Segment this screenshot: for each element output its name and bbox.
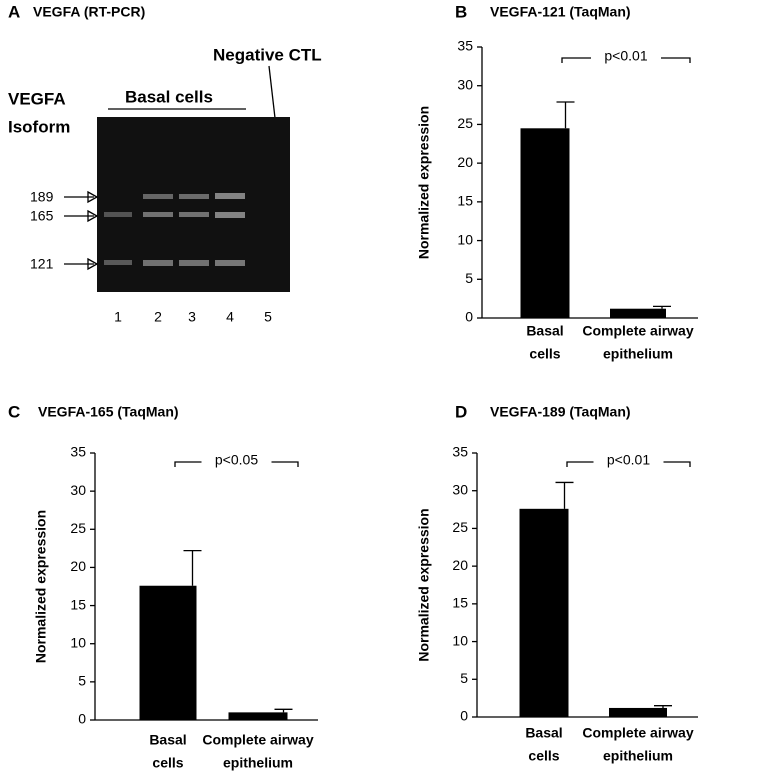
lane-label: 4	[226, 309, 234, 325]
y-axis-label: Normalized expression	[33, 510, 49, 663]
x-tick-label: epithelium	[603, 346, 673, 362]
y-tick-label: 0	[460, 708, 468, 724]
y-tick-label: 0	[465, 309, 473, 325]
error-bar	[183, 549, 202, 586]
y-tick-label: 15	[457, 193, 473, 209]
chart-title: VEGFA-121 (TaqMan)	[490, 4, 631, 20]
y-tick-label: 35	[457, 38, 473, 54]
y-tick-label: 5	[78, 673, 86, 689]
y-tick-label: 30	[70, 482, 86, 498]
bar	[520, 128, 570, 318]
negative-label: Negative CTL	[213, 45, 322, 64]
x-tick-label: Complete airway	[582, 725, 693, 741]
lane-label: 2	[154, 309, 162, 325]
x-tick-label: epithelium	[603, 748, 673, 764]
y-tick-label: 15	[452, 595, 468, 611]
y-axis-label: Normalized expression	[416, 106, 432, 259]
x-tick-label: cells	[528, 748, 559, 764]
axis-label: Isoform	[8, 117, 70, 136]
chart-title: VEGFA-189 (TaqMan)	[490, 404, 631, 420]
marker-label: 165	[30, 208, 54, 224]
y-tick-label: 30	[452, 481, 468, 497]
error-bar	[555, 481, 574, 509]
y-tick-label: 5	[465, 270, 473, 286]
y-tick-label: 25	[457, 115, 473, 131]
error-bar	[556, 101, 575, 129]
x-tick-label: epithelium	[223, 755, 293, 771]
x-tick-label: Basal	[149, 732, 186, 748]
lane-label: 5	[264, 309, 272, 325]
error-bar	[654, 705, 672, 708]
y-tick-label: 25	[70, 520, 86, 536]
x-tick-label: cells	[152, 755, 183, 771]
marker-arrows	[64, 190, 99, 271]
y-tick-label: 15	[70, 596, 86, 612]
chart-title: VEGFA-165 (TaqMan)	[38, 404, 179, 420]
y-tick-label: 10	[457, 231, 473, 247]
significance-bracket	[174, 461, 299, 467]
y-tick-label: 35	[452, 444, 468, 460]
y-tick-label: 10	[70, 634, 86, 650]
marker-label: 189	[30, 189, 54, 205]
bar	[139, 585, 197, 720]
y-tick-label: 10	[452, 632, 468, 648]
y-tick-label: 25	[452, 519, 468, 535]
y-tick-label: 5	[460, 670, 468, 686]
marker-label: 121	[30, 256, 54, 272]
panel-label: D	[455, 402, 467, 421]
significance-bracket	[566, 461, 691, 467]
annotation: p<0.01	[604, 48, 647, 64]
y-tick-label: 20	[452, 557, 468, 573]
x-tick-label: Basal	[525, 725, 562, 741]
significance-bracket	[561, 57, 691, 63]
panel-label: A	[8, 2, 20, 21]
annotation: p<0.01	[607, 452, 650, 468]
bar	[610, 308, 666, 318]
y-tick-label: 35	[70, 444, 86, 460]
error-bar	[653, 305, 671, 309]
y-tick-label: 0	[78, 711, 86, 727]
bar	[519, 508, 569, 717]
y-tick-label: 30	[457, 76, 473, 92]
x-tick-label: Complete airway	[582, 323, 693, 339]
panel-label: C	[8, 402, 20, 421]
y-tick-label: 20	[70, 558, 86, 574]
gel-bands	[104, 193, 245, 266]
axis-label: VEGFA	[8, 89, 66, 108]
annotation: p<0.05	[215, 452, 258, 468]
negative-pointer	[268, 65, 276, 119]
y-tick-label: 20	[457, 154, 473, 170]
gel-title: VEGFA (RT-PCR)	[33, 4, 145, 20]
x-tick-label: Basal	[526, 323, 563, 339]
y-axis-label: Normalized expression	[416, 508, 432, 661]
bar	[228, 712, 288, 720]
group-label: Basal cells	[125, 87, 213, 106]
lane-label: 3	[188, 309, 196, 325]
lane-label: 1	[114, 309, 122, 325]
error-bar	[274, 708, 293, 713]
x-tick-label: cells	[529, 346, 560, 362]
bar	[609, 707, 667, 717]
x-tick-label: Complete airway	[202, 732, 313, 748]
panel-label: B	[455, 2, 467, 21]
gel-panel: A VEGFA (RT-PCR) Negative CTL Basal cell…	[8, 2, 322, 324]
